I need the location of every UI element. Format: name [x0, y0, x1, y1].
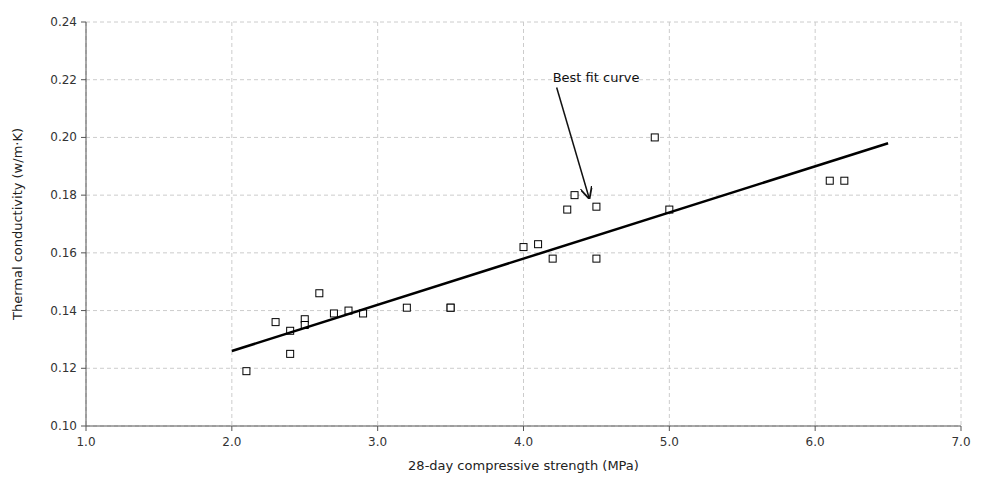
tick-mark-y — [81, 195, 86, 196]
y-axis-label: Thermal conductivity (w/m·K) — [10, 128, 25, 321]
tick-label-x: 5.0 — [660, 435, 679, 449]
tick-label-y: 0.10 — [50, 419, 77, 433]
tick-mark-y — [81, 426, 86, 427]
annotation: Best fit curve — [553, 70, 640, 85]
scatter-point — [287, 350, 294, 357]
tick-label-y: 0.14 — [50, 304, 77, 318]
scatter-point — [593, 203, 600, 210]
tick-label-x: 4.0 — [514, 435, 533, 449]
grid-line-y — [86, 426, 961, 427]
data-layer — [232, 134, 888, 375]
tick-mark-x — [523, 426, 524, 431]
tick-label-y: 0.16 — [50, 246, 77, 260]
tick-label-x: 1.0 — [76, 435, 95, 449]
grid-line-x — [377, 22, 378, 426]
plot-area — [86, 22, 961, 426]
tick-mark-y — [81, 22, 86, 23]
scatter-point — [841, 177, 848, 184]
grid-line-y — [86, 137, 961, 138]
grid-line-x — [961, 22, 962, 426]
grid-line-y — [86, 195, 961, 196]
tick-mark-x — [815, 426, 816, 431]
tick-label-y: 0.20 — [50, 130, 77, 144]
scatter-point — [447, 304, 454, 311]
x-axis-line — [86, 426, 961, 427]
tick-label-x: 3.0 — [368, 435, 387, 449]
tick-label-y: 0.12 — [50, 361, 77, 375]
grid-line-x — [523, 22, 524, 426]
tick-label-y: 0.24 — [50, 15, 77, 29]
scatter-point — [571, 192, 578, 199]
tick-label-y: 0.22 — [50, 73, 77, 87]
tick-mark-y — [81, 310, 86, 311]
tick-mark-y — [81, 368, 86, 369]
scatter-series — [243, 134, 848, 375]
tick-label-x: 7.0 — [951, 435, 970, 449]
tick-mark-x — [86, 426, 87, 431]
scatter-point — [535, 241, 542, 248]
scatter-point — [549, 255, 556, 262]
tick-mark-x — [669, 426, 670, 431]
scatter-point — [316, 290, 323, 297]
tick-mark-y — [81, 137, 86, 138]
grid-line-x — [231, 22, 232, 426]
tick-label-x: 6.0 — [806, 435, 825, 449]
grid-line-y — [86, 368, 961, 369]
grid-line-x — [86, 22, 87, 426]
chart: 1.0 2.0 3.0 4.0 5.0 6.0 7.0 0.10 0.12 0.14 0.16 0.1… — [0, 0, 991, 488]
scatter-point — [520, 244, 527, 251]
y-axis-line — [86, 22, 87, 426]
scatter-point — [564, 206, 571, 213]
grid-line-y — [86, 252, 961, 253]
grid-line-y — [86, 22, 961, 23]
scatter-point — [330, 310, 337, 317]
grid-line-y — [86, 310, 961, 311]
scatter-point — [651, 134, 658, 141]
axes: 1.0 2.0 3.0 4.0 5.0 6.0 7.0 0.10 0.12 0.14 0.16 0.1… — [50, 15, 970, 449]
scatter-point — [826, 177, 833, 184]
x-axis-label: 28-day compressive strength (MPa) — [408, 458, 639, 473]
scatter-point — [272, 319, 279, 326]
scatter-point — [403, 304, 410, 311]
fit-line — [232, 143, 888, 351]
grid-line-y — [86, 79, 961, 80]
tick-label-x: 2.0 — [222, 435, 241, 449]
scatter-point — [243, 368, 250, 375]
tick-mark-x — [377, 426, 378, 431]
tick-mark-x — [231, 426, 232, 431]
tick-mark-x — [961, 426, 962, 431]
scatter-point — [593, 255, 600, 262]
grid-line-x — [669, 22, 670, 426]
grid-line-x — [815, 22, 816, 426]
annotation-arrow — [557, 87, 589, 198]
tick-mark-y — [81, 79, 86, 80]
tick-mark-y — [81, 252, 86, 253]
scatter-point — [447, 304, 454, 311]
tick-label-y: 0.18 — [50, 188, 77, 202]
grid — [86, 22, 961, 426]
